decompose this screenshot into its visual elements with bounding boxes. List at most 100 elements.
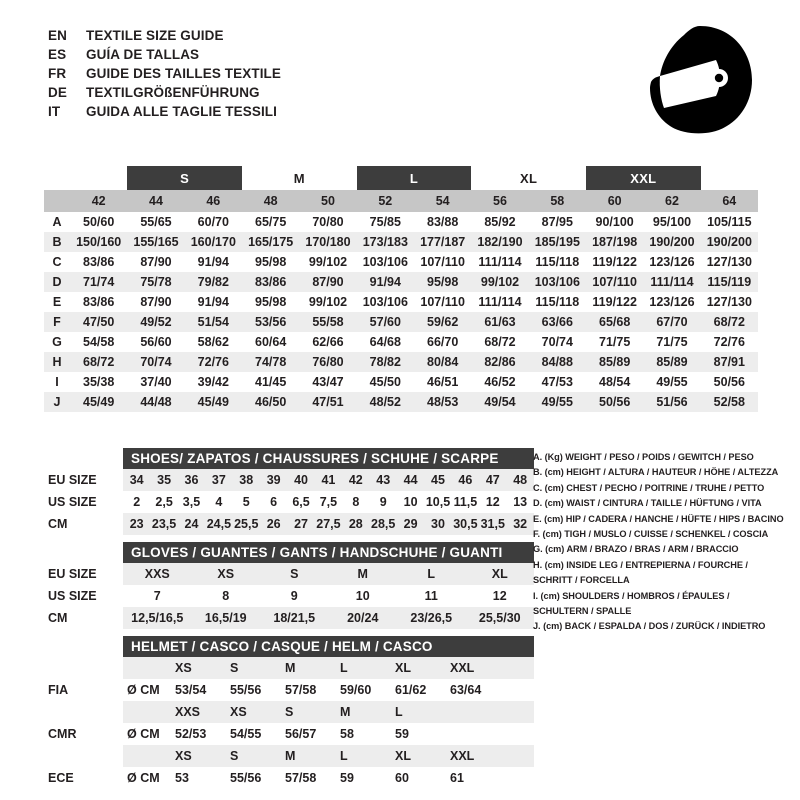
- shoes-row-label: EU SIZE: [48, 473, 97, 487]
- helmet-cell: XS: [175, 749, 192, 763]
- numeric-size-header: 62: [665, 194, 679, 208]
- measurement-row-label: E: [52, 295, 62, 309]
- helmet-cell: M: [285, 749, 296, 763]
- legend-line: SCHRITT / FORCELLA: [533, 575, 630, 586]
- measurement-row-label: D: [52, 275, 62, 289]
- row-stripe: [123, 745, 534, 767]
- measurement-cell: 72/76: [197, 355, 229, 369]
- measurement-cell: 76/80: [312, 355, 344, 369]
- shoes-row-cells: 34 35 36 37 38 39 40 41 42 43 44 45 46 47 48: [123, 473, 758, 487]
- measurement-cell: 83/86: [83, 295, 115, 309]
- measurement-cell: 85/89: [656, 355, 688, 369]
- helmet-unit-cell: [123, 705, 171, 719]
- helmet-cell: 59: [340, 771, 354, 785]
- helmet-cell: 57/58: [285, 683, 317, 697]
- measurement-cell: 103/106: [362, 295, 408, 309]
- measurement-cell: 127/130: [706, 295, 752, 309]
- helmet-cell: 58: [340, 727, 354, 741]
- legend-line: I. (cm) SHOULDERS / HOMBROS / ÉPAULES /: [533, 590, 730, 601]
- letter-size-xl: XL: [520, 170, 538, 186]
- measurement-cell: 177/187: [420, 235, 466, 249]
- measurement-cell: 87/90: [312, 275, 344, 289]
- measurement-cell: 63/66: [541, 315, 573, 329]
- gloves-cell: 18/21,5: [273, 611, 316, 625]
- letter-size-xxl: XXL: [585, 166, 701, 190]
- shoes-cell: 34: [129, 473, 144, 487]
- shoes-table-title: SHOES/ ZAPATOS / CHAUSSURES / SCHUHE / S…: [123, 448, 534, 469]
- measurement-cell: 60/70: [197, 215, 229, 229]
- helmet-cell: 60: [395, 771, 409, 785]
- shoes-cell: 39: [266, 473, 281, 487]
- language-title-list: EN TEXTILE SIZE GUIDE ES GUÍA DE TALLAS FR GU…: [48, 28, 281, 123]
- measurement-cell: 46/52: [484, 375, 516, 389]
- measurement-cell: 87/91: [713, 355, 745, 369]
- table-row: CM 12,5/16,5 16,5/19 18/21,5 20/24 23/26,5 25,…: [44, 607, 758, 629]
- helmet-row-cells: XXS XS S M L: [123, 705, 758, 719]
- legend-line: SCHULTERN / SPALLE: [533, 606, 632, 617]
- measurement-cell: 119/122: [592, 255, 637, 269]
- gloves-row-cells: 7 8 9 10 11 12: [123, 589, 758, 603]
- shoes-table: SHOES/ ZAPATOS / CHAUSSURES / SCHUHE / S…: [44, 448, 758, 535]
- helmet-cell: M: [285, 661, 296, 675]
- measurement-cell: 39/42: [197, 375, 229, 389]
- table-row: J 45/49 44/48 45/49 46/50 47/51 48/52 48/53 49/5…: [44, 392, 758, 412]
- measurement-cell: 123/126: [649, 295, 695, 309]
- measurement-cell: 160/170: [190, 235, 236, 249]
- measurement-cell: 190/200: [706, 235, 752, 249]
- helmet-row-cells: XS S M L XL XXL: [123, 749, 758, 763]
- table-row: D 71/74 75/78 79/82 83/86 87/90 91/94 95/98 99/1…: [44, 272, 758, 292]
- shoes-cell: 44: [403, 473, 418, 487]
- letter-size-m: M: [293, 170, 305, 186]
- measurement-cell: 50/60: [83, 215, 115, 229]
- measurement-cell: 68/72: [713, 315, 745, 329]
- measurement-cell: 64/68: [369, 335, 401, 349]
- measurement-cell: 99/102: [308, 255, 348, 269]
- shoes-cell: 10: [403, 495, 418, 509]
- table-row: B 150/160 155/165 160/170 165/175 170/180 173/…: [44, 232, 758, 252]
- helmet-cell: 61: [450, 771, 464, 785]
- row-stripe: [123, 513, 534, 535]
- shoes-row-cells: 2 2,5 3,5 4 5 6 6,5 7,5 8 9 10 10,5 11,5 12 13: [123, 495, 758, 509]
- language-row: EN TEXTILE SIZE GUIDE: [48, 28, 281, 47]
- measurement-cell: 91/94: [197, 295, 229, 309]
- measurement-cell: 85/89: [599, 355, 631, 369]
- measurement-cell: 79/82: [197, 275, 229, 289]
- measurement-cell: 72/76: [713, 335, 745, 349]
- measurement-cell: 107/110: [592, 275, 637, 289]
- language-code: DE: [48, 85, 67, 100]
- measurement-cell: 115/118: [535, 295, 580, 309]
- measurement-cell: 74/78: [255, 355, 287, 369]
- measurement-cell: 87/90: [140, 255, 172, 269]
- measurement-cell: 75/85: [369, 215, 401, 229]
- measurement-cell: 56/60: [140, 335, 172, 349]
- measurement-cell: 99/102: [480, 275, 520, 289]
- shoes-cell: 47: [485, 473, 500, 487]
- language-code: FR: [48, 66, 67, 81]
- measurement-cell: 95/98: [427, 275, 459, 289]
- measurement-cell: 165/175: [248, 235, 294, 249]
- shoes-cell: 26: [266, 517, 281, 531]
- numeric-size-header: 54: [435, 194, 450, 208]
- table-row: C 83/86 87/90 91/94 95/98 99/102 103/106 107/11…: [44, 252, 758, 272]
- helmet-cell: XS: [230, 705, 247, 719]
- measurement-cell: 80/84: [427, 355, 459, 369]
- helmet-cell: 59/60: [340, 683, 372, 697]
- numeric-size-header: 58: [550, 194, 565, 208]
- helmet-cell: S: [230, 749, 239, 763]
- legend-line: F. (cm) TIGH / MUSLO / CUISSE / SCHENKEL…: [533, 529, 769, 540]
- helmet-cell: XXL: [450, 749, 475, 763]
- textile-size-table: S M L XL XXL 42 44 46 48 50 52 54 56 58 60 62 64 A 50/60…: [44, 166, 758, 412]
- helmet-table-title: HELMET / CASCO / CASQUE / HELM / CASCO: [123, 636, 534, 657]
- language-title: GUIDE DES TAILLES TEXTILE: [86, 66, 282, 81]
- helmet-table: HELMET / CASCO / CASQUE / HELM / CASCO X…: [44, 636, 758, 789]
- measurement-cell: 49/55: [656, 375, 688, 389]
- row-stripe: [123, 657, 534, 679]
- gloves-row-label: CM: [48, 611, 68, 625]
- gloves-cell: 25,5/30: [478, 611, 521, 625]
- letter-band-spacer: [44, 166, 70, 190]
- numeric-size-header: 44: [149, 194, 163, 208]
- helmet-cell: [446, 727, 501, 741]
- gloves-cell: XXS: [144, 567, 170, 581]
- numeric-band-spacer: [44, 190, 70, 212]
- measurement-row-label: I: [55, 375, 59, 389]
